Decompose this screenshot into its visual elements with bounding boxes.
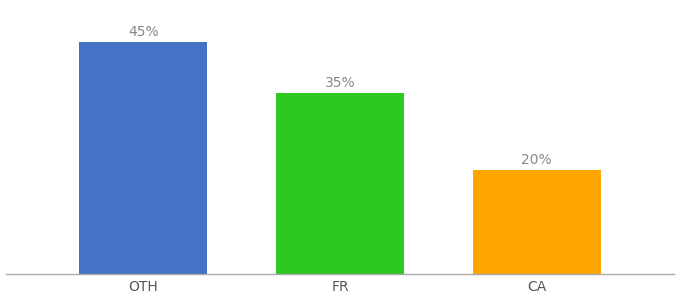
Bar	[80, 42, 207, 274]
Text: 35%: 35%	[324, 76, 356, 90]
Bar	[276, 93, 404, 274]
Bar	[473, 170, 600, 274]
Text: 20%: 20%	[522, 153, 552, 167]
Text: 45%: 45%	[128, 25, 158, 38]
